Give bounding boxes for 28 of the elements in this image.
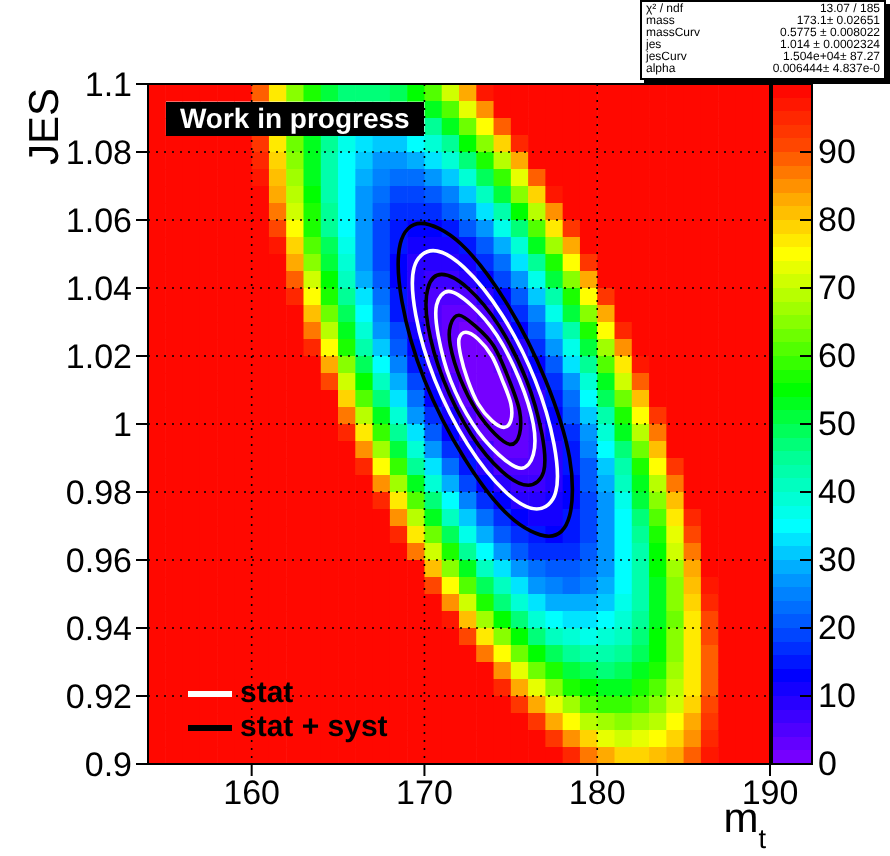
x-tick-label: 180 [568,774,626,813]
color-bar-label: 60 [818,337,856,375]
y-tick-label: 0.98 [65,474,132,513]
x-tick-label: 170 [396,774,453,813]
y-tick-label: 1 [113,406,132,445]
annotation: stat + syst [240,710,388,744]
x-tick-label: 160 [223,774,281,813]
color-bar-label: 10 [818,677,856,715]
y-tick-label: 1.06 [65,202,132,241]
color-bar-label: 90 [818,133,856,171]
annotation: stat [240,676,294,710]
color-bar-label: 50 [818,405,856,443]
y-tick-label: 0.9 [84,746,132,785]
y-tick-label: 1.02 [65,338,132,377]
y-tick-label: 0.94 [65,610,132,649]
color-bar-label: 20 [818,609,856,647]
color-bar-label: 80 [818,201,856,239]
y-axis-title: JES [21,88,67,166]
y-tick-label: 0.96 [65,542,132,581]
color-bar-label: 0 [818,745,837,783]
y-tick-label: 1.04 [65,270,132,309]
annotation: Work in progress [165,101,425,135]
color-bar-label: 30 [818,541,856,579]
y-tick-label: 1.08 [65,134,132,173]
color-bar-label: 70 [818,269,856,307]
y-tick-label: 0.92 [65,678,132,717]
color-bar-label: 40 [818,473,856,511]
y-tick-label: 1.1 [84,66,132,105]
